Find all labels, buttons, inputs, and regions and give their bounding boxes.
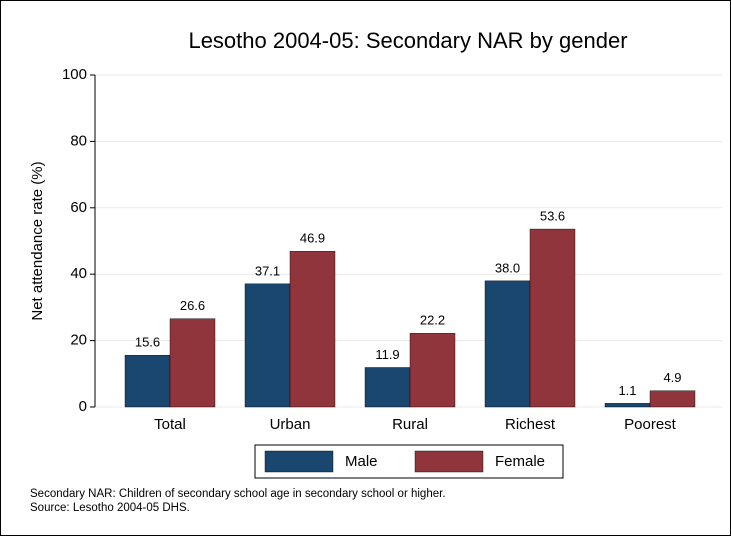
data-label: 22.2 bbox=[420, 313, 445, 328]
bar bbox=[529, 228, 576, 408]
bar bbox=[649, 390, 696, 408]
bar bbox=[409, 333, 456, 408]
bar bbox=[364, 367, 411, 408]
x-tick-label: Poorest bbox=[624, 416, 677, 433]
y-tick-label: 0 bbox=[79, 398, 87, 415]
data-label: 11.9 bbox=[375, 347, 399, 362]
y-tick-label: 80 bbox=[70, 132, 87, 149]
data-label: 1.1 bbox=[618, 383, 636, 398]
bar bbox=[169, 318, 216, 408]
data-label: 46.9 bbox=[300, 231, 325, 246]
bar bbox=[124, 355, 171, 408]
chart-title: Lesotho 2004-05: Secondary NAR by gender bbox=[188, 28, 627, 53]
legend-label: Female bbox=[495, 453, 545, 470]
x-tick-label: Rural bbox=[392, 416, 428, 433]
data-label: 38.0 bbox=[495, 260, 520, 275]
data-label: 26.6 bbox=[180, 298, 205, 313]
y-tick-label: 40 bbox=[70, 265, 87, 282]
note: Secondary NAR: Children of secondary sch… bbox=[30, 488, 446, 500]
bar bbox=[484, 280, 531, 408]
bar bbox=[244, 283, 291, 408]
x-tick-label: Total bbox=[154, 416, 186, 433]
legend-swatch bbox=[414, 450, 484, 473]
x-tick-label: Richest bbox=[505, 416, 556, 433]
data-label: 37.1 bbox=[255, 263, 280, 278]
y-tick-label: 20 bbox=[70, 332, 87, 349]
note: Source: Lesotho 2004-05 DHS. bbox=[30, 502, 190, 514]
x-tick-label: Urban bbox=[270, 416, 311, 433]
legend-label: Male bbox=[345, 453, 378, 470]
legend-swatch bbox=[264, 450, 334, 473]
y-tick-label: 100 bbox=[62, 66, 87, 83]
bar bbox=[604, 403, 651, 408]
data-label: 15.6 bbox=[135, 335, 160, 350]
y-tick-label: 60 bbox=[70, 199, 87, 216]
bar bbox=[289, 251, 336, 408]
y-axis-label: Net attendance rate (%) bbox=[29, 161, 46, 320]
data-label: 53.6 bbox=[540, 208, 565, 223]
data-label: 4.9 bbox=[663, 370, 681, 385]
